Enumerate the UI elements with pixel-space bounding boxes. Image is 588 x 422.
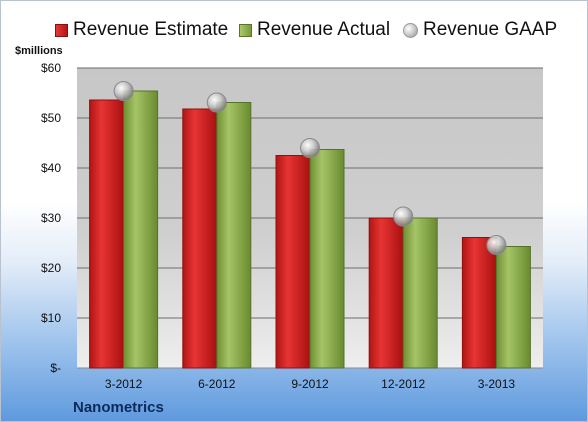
x-tick-label: 3-2012 bbox=[105, 377, 143, 391]
y-tick-label: $40 bbox=[41, 161, 61, 175]
legend-item-gaap: Revenue GAAP bbox=[403, 17, 557, 43]
bar-revenue-estimate bbox=[89, 99, 125, 369]
legend-swatch-actual bbox=[239, 23, 252, 37]
legend: Revenue Estimate Revenue Actual Revenue … bbox=[1, 17, 587, 43]
y-tick-label: $50 bbox=[41, 111, 61, 125]
bar-revenue-actual bbox=[216, 102, 252, 369]
legend-label-gaap: Revenue GAAP bbox=[423, 19, 558, 40]
marker-revenue-gaap bbox=[486, 235, 507, 255]
legend-item-estimate: Revenue Estimate bbox=[55, 17, 228, 43]
legend-label-estimate: Revenue Estimate bbox=[73, 19, 229, 40]
legend-label-actual: Revenue Actual bbox=[257, 19, 391, 40]
bar-revenue-estimate bbox=[182, 108, 218, 369]
marker-revenue-gaap bbox=[300, 138, 320, 158]
bar-revenue-actual bbox=[402, 217, 438, 369]
bar-revenue-estimate bbox=[275, 155, 311, 369]
x-tick-label: 12-2012 bbox=[381, 377, 425, 391]
y-tick-label: $60 bbox=[41, 61, 61, 75]
y-tick-label: $10 bbox=[41, 311, 61, 325]
y-axis-unit-label: $millions bbox=[15, 45, 63, 57]
legend-swatch-estimate bbox=[55, 23, 68, 37]
x-tick-label: 6-2012 bbox=[198, 377, 236, 391]
marker-revenue-gaap bbox=[393, 206, 414, 227]
marker-revenue-gaap bbox=[206, 92, 227, 113]
y-tick-label: $20 bbox=[41, 261, 61, 275]
legend-item-actual: Revenue Actual bbox=[239, 17, 390, 43]
y-tick-label: $30 bbox=[41, 211, 61, 225]
bar-revenue-estimate bbox=[368, 217, 404, 369]
x-tick-label: 3-2013 bbox=[478, 377, 516, 391]
bar-revenue-actual bbox=[495, 246, 531, 369]
legend-swatch-gaap bbox=[403, 22, 418, 38]
company-name: Nanometrics bbox=[73, 399, 164, 416]
marker-revenue-gaap bbox=[113, 81, 134, 101]
bar-revenue-actual bbox=[123, 90, 159, 369]
bar-revenue-actual bbox=[309, 149, 345, 369]
x-tick-label: 9-2012 bbox=[291, 377, 329, 391]
y-tick-label: $- bbox=[50, 361, 61, 375]
bar-revenue-estimate bbox=[461, 237, 497, 369]
